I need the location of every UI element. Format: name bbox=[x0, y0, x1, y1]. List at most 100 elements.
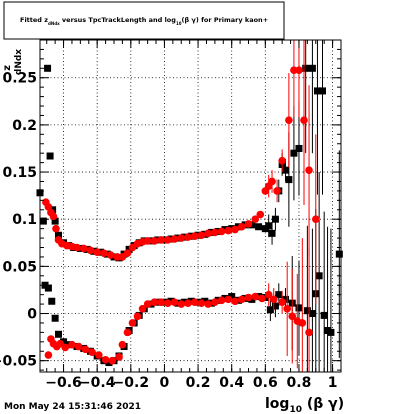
data-point-upper bbox=[244, 220, 253, 228]
data-point-upper bbox=[224, 226, 233, 235]
x-label-part-1: log bbox=[265, 396, 289, 412]
y-tick-label: 0 bbox=[27, 307, 37, 323]
data-point-upper bbox=[163, 236, 172, 244]
data-point-upper bbox=[177, 234, 186, 242]
data-point-lower bbox=[308, 310, 316, 318]
data-point-upper bbox=[295, 144, 303, 152]
data-point-upper bbox=[106, 251, 115, 259]
data-point-lower bbox=[303, 307, 311, 315]
data-point-lower bbox=[305, 328, 313, 337]
data-point-upper bbox=[319, 87, 327, 95]
plot-frame bbox=[39, 39, 342, 373]
data-point-lower bbox=[282, 295, 290, 303]
y-tick-label: 0.1 bbox=[12, 212, 37, 228]
data-point-lower bbox=[201, 297, 209, 305]
y-axis-label: dNdx bbox=[14, 49, 24, 75]
data-point-upper bbox=[313, 87, 321, 95]
data-point-upper bbox=[290, 149, 298, 157]
data-point-upper bbox=[125, 245, 133, 253]
data-point-upper bbox=[100, 249, 108, 257]
data-point-upper bbox=[197, 231, 206, 240]
data-point-lower bbox=[248, 295, 256, 303]
series-layer bbox=[36, 40, 343, 372]
data-point-lower bbox=[197, 299, 206, 307]
data-point-upper bbox=[44, 64, 52, 72]
data-point-upper bbox=[170, 235, 179, 243]
chart-title: Fitted zdNdx versus TpcTrackLength and l… bbox=[20, 16, 268, 26]
data-point-upper bbox=[231, 225, 239, 234]
series-1 bbox=[42, 40, 320, 372]
y-tick-label: −0.05 bbox=[0, 354, 37, 370]
data-point-lower bbox=[74, 342, 83, 351]
title-box bbox=[3, 1, 285, 40]
data-point-lower bbox=[275, 291, 283, 299]
data-point-lower bbox=[170, 298, 179, 307]
data-point-lower bbox=[269, 295, 278, 304]
data-point-upper bbox=[44, 203, 53, 211]
x-tick-label: 0 bbox=[160, 375, 170, 391]
data-point-upper bbox=[211, 228, 219, 237]
data-point-upper bbox=[86, 246, 95, 255]
data-point-lower bbox=[95, 351, 103, 359]
tick-layer: −0.6−0.4−0.2 0 0.2 0.4 0.6 0.8 1 −0.05 0 0.05 0.1 0… bbox=[0, 40, 341, 391]
data-point-lower bbox=[298, 319, 307, 327]
data-point-upper bbox=[255, 223, 263, 231]
data-point-lower bbox=[128, 319, 137, 327]
data-point-lower bbox=[51, 314, 59, 322]
data-point-lower bbox=[211, 298, 219, 307]
x-axis-label: log10 (β γ) bbox=[265, 396, 344, 414]
data-point-upper bbox=[273, 187, 281, 195]
data-point-upper bbox=[335, 250, 343, 258]
data-point-upper bbox=[39, 217, 47, 225]
data-point-lower bbox=[228, 293, 236, 301]
data-point-upper bbox=[217, 227, 226, 236]
data-point-lower bbox=[60, 338, 68, 346]
data-point-lower bbox=[81, 345, 90, 354]
x-label-part-2: (β γ) bbox=[302, 396, 344, 412]
x-tick-label: 0.2 bbox=[186, 375, 211, 391]
data-point-lower bbox=[184, 299, 192, 307]
data-point-lower bbox=[157, 298, 165, 307]
data-point-upper bbox=[143, 237, 152, 245]
data-point-lower bbox=[266, 306, 274, 314]
data-point-lower bbox=[288, 312, 297, 321]
data-point-upper bbox=[49, 212, 58, 221]
x-label-sub: 10 bbox=[289, 405, 302, 414]
data-point-lower bbox=[224, 295, 233, 304]
data-point-upper bbox=[282, 166, 290, 174]
data-point-upper bbox=[73, 243, 81, 252]
data-point-upper bbox=[190, 232, 199, 240]
data-point-upper bbox=[237, 222, 246, 231]
data-point-lower bbox=[143, 300, 152, 308]
data-point-upper bbox=[54, 231, 62, 239]
data-point-lower bbox=[150, 298, 159, 307]
data-point-lower bbox=[88, 348, 96, 356]
data-point-upper bbox=[184, 233, 192, 241]
data-point-upper bbox=[256, 210, 265, 219]
data-point-lower bbox=[315, 272, 323, 280]
data-point-upper bbox=[52, 224, 60, 233]
data-point-lower bbox=[68, 340, 76, 349]
timestamp-footer: Mon May 24 15:31:46 2021 bbox=[4, 402, 141, 412]
y-tick-label: 0.05 bbox=[2, 259, 37, 275]
title-part-2: versus TpcTrackLength and log bbox=[60, 16, 177, 24]
x-tick-label: 0.8 bbox=[287, 375, 312, 391]
data-point-upper bbox=[295, 66, 303, 74]
data-point-lower bbox=[108, 356, 117, 365]
data-point-lower bbox=[118, 340, 127, 349]
x-tick-label: 0.4 bbox=[219, 375, 244, 391]
data-point-upper bbox=[302, 64, 310, 72]
data-point-upper bbox=[93, 248, 101, 257]
title-sub-1: dNdx bbox=[48, 21, 60, 26]
data-point-lower bbox=[237, 295, 246, 304]
x-tick-label: 0.6 bbox=[253, 375, 278, 391]
data-point-upper bbox=[305, 166, 313, 174]
data-point-upper bbox=[46, 152, 54, 160]
data-point-upper bbox=[251, 215, 260, 224]
data-point-lower bbox=[190, 298, 199, 307]
x-tick-label: −0.4 bbox=[79, 375, 116, 391]
data-point-lower bbox=[258, 294, 266, 303]
data-point-lower bbox=[278, 298, 286, 307]
y-tick-label: 0.15 bbox=[2, 165, 37, 181]
